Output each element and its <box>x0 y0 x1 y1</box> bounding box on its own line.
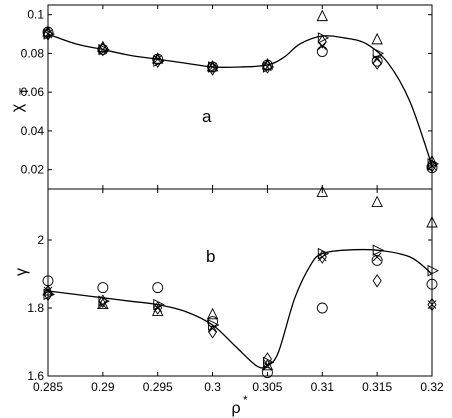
panel-b-y-ticks: 1.6 1.8 2 <box>27 233 432 383</box>
panel-a-y-tick-label: 0.08 <box>21 46 45 60</box>
panel-a-diamond-marker <box>372 56 382 70</box>
panel-a: 0.02 0.04 0.06 0.08 0.1 a χ T <box>9 4 440 190</box>
panel-b-triangle-right-marker <box>427 264 440 277</box>
panel-a-markers <box>42 9 440 174</box>
panel-b-triangle-up-marker <box>316 185 329 197</box>
panel-b-diamond-marker <box>98 294 108 309</box>
panel-b-y-tick-label: 2 <box>37 233 44 247</box>
panel-b-circle-marker <box>152 282 164 294</box>
x-tick-label: 0.315 <box>362 380 392 394</box>
panel-a-x-marker <box>317 41 327 50</box>
x-axis-label-superscript: * <box>243 393 248 407</box>
panel-b-fit-curve <box>47 248 433 369</box>
panel-a-fit-curve <box>47 33 433 166</box>
panel-b-y-tick-label: 1.6 <box>27 369 44 383</box>
panel-b-circle-marker <box>316 302 328 314</box>
panel-a-y-axis-label-subscript: T <box>17 87 31 95</box>
panel-a-diamond-marker <box>43 27 53 41</box>
panel-b-circle-marker <box>371 254 383 266</box>
panel-b-x-marker <box>208 324 217 333</box>
panel-b-diamond-marker <box>372 273 382 288</box>
panel-a-y-tick-label: 0.04 <box>21 124 45 138</box>
panel-a-circle-marker <box>316 46 328 57</box>
x-tick-label: 0.3 <box>204 380 221 394</box>
panel-a-x-marker <box>43 29 53 39</box>
panel-b-x-ticks: 0.285 0.29 0.295 0.3 0.305 0.31 0.315 0.32 <box>33 189 444 394</box>
x-tick-label: 0.305 <box>252 380 282 394</box>
panel-b-diamond-marker <box>427 297 437 312</box>
x-axis-label: ρ <box>231 400 240 417</box>
panel-a-frame <box>47 4 433 190</box>
panel-b-diamond-marker <box>262 352 272 366</box>
panel-a-circle-marker <box>426 162 438 174</box>
panel-a-y-ticks: 0.02 0.04 0.06 0.08 0.1 <box>21 5 433 189</box>
panel-a-x-marker <box>427 161 437 171</box>
panel-b-circle-marker <box>426 278 438 290</box>
panel-b-label: b <box>206 247 215 266</box>
panel-b-diamond-marker <box>153 301 163 315</box>
panel-a-triangle-right-marker <box>372 47 385 60</box>
panel-a-label: a <box>202 107 212 126</box>
x-tick-label: 0.32 <box>420 380 444 394</box>
panel-a-triangle-up-marker <box>316 9 329 22</box>
panel-b-x-marker <box>98 300 108 309</box>
panel-b-x-marker <box>427 300 437 309</box>
panel-a-y-axis-label: χ <box>9 103 26 112</box>
panel-b-triangle-up-marker <box>426 215 438 228</box>
panel-b-y-axis-label: γ <box>13 268 30 276</box>
panel-b-x-marker <box>372 252 382 262</box>
panel-b-circle-marker <box>261 367 273 379</box>
panel-a-diamond-marker <box>98 42 108 57</box>
panel-a-y-tick-label: 0.06 <box>21 85 45 99</box>
panel-b-frame <box>47 188 433 377</box>
panel-b: 1.61.82 0.285 0.29 0.295 0.3 0.305 0.31 0.315 0… <box>13 185 444 417</box>
panel-b-diamond-marker <box>43 287 53 302</box>
x-tick-label: 0.285 <box>33 380 63 394</box>
panel-b-triangle-up-marker <box>371 195 383 208</box>
x-tick-label: 0.29 <box>91 380 115 394</box>
panel-a-diamond-marker <box>317 34 327 49</box>
panel-b-triangle-up-marker <box>206 307 219 320</box>
panel-a-y-tick-label: 0.02 <box>21 163 45 177</box>
x-tick-label: 0.295 <box>143 380 173 394</box>
panel-b-markers <box>42 185 440 379</box>
panel-a-diamond-marker <box>427 158 437 173</box>
x-tick-label: 0.31 <box>311 380 335 394</box>
panel-a-y-tick-label: 0.1 <box>27 8 44 22</box>
panel-a-x-marker <box>372 54 382 64</box>
panel-b-y-tick-label: 1.8 <box>27 301 44 315</box>
panel-b-diamond-marker <box>208 324 218 339</box>
panel-a-triangle-up-marker <box>371 32 383 45</box>
panel-b-circle-marker <box>97 282 109 294</box>
